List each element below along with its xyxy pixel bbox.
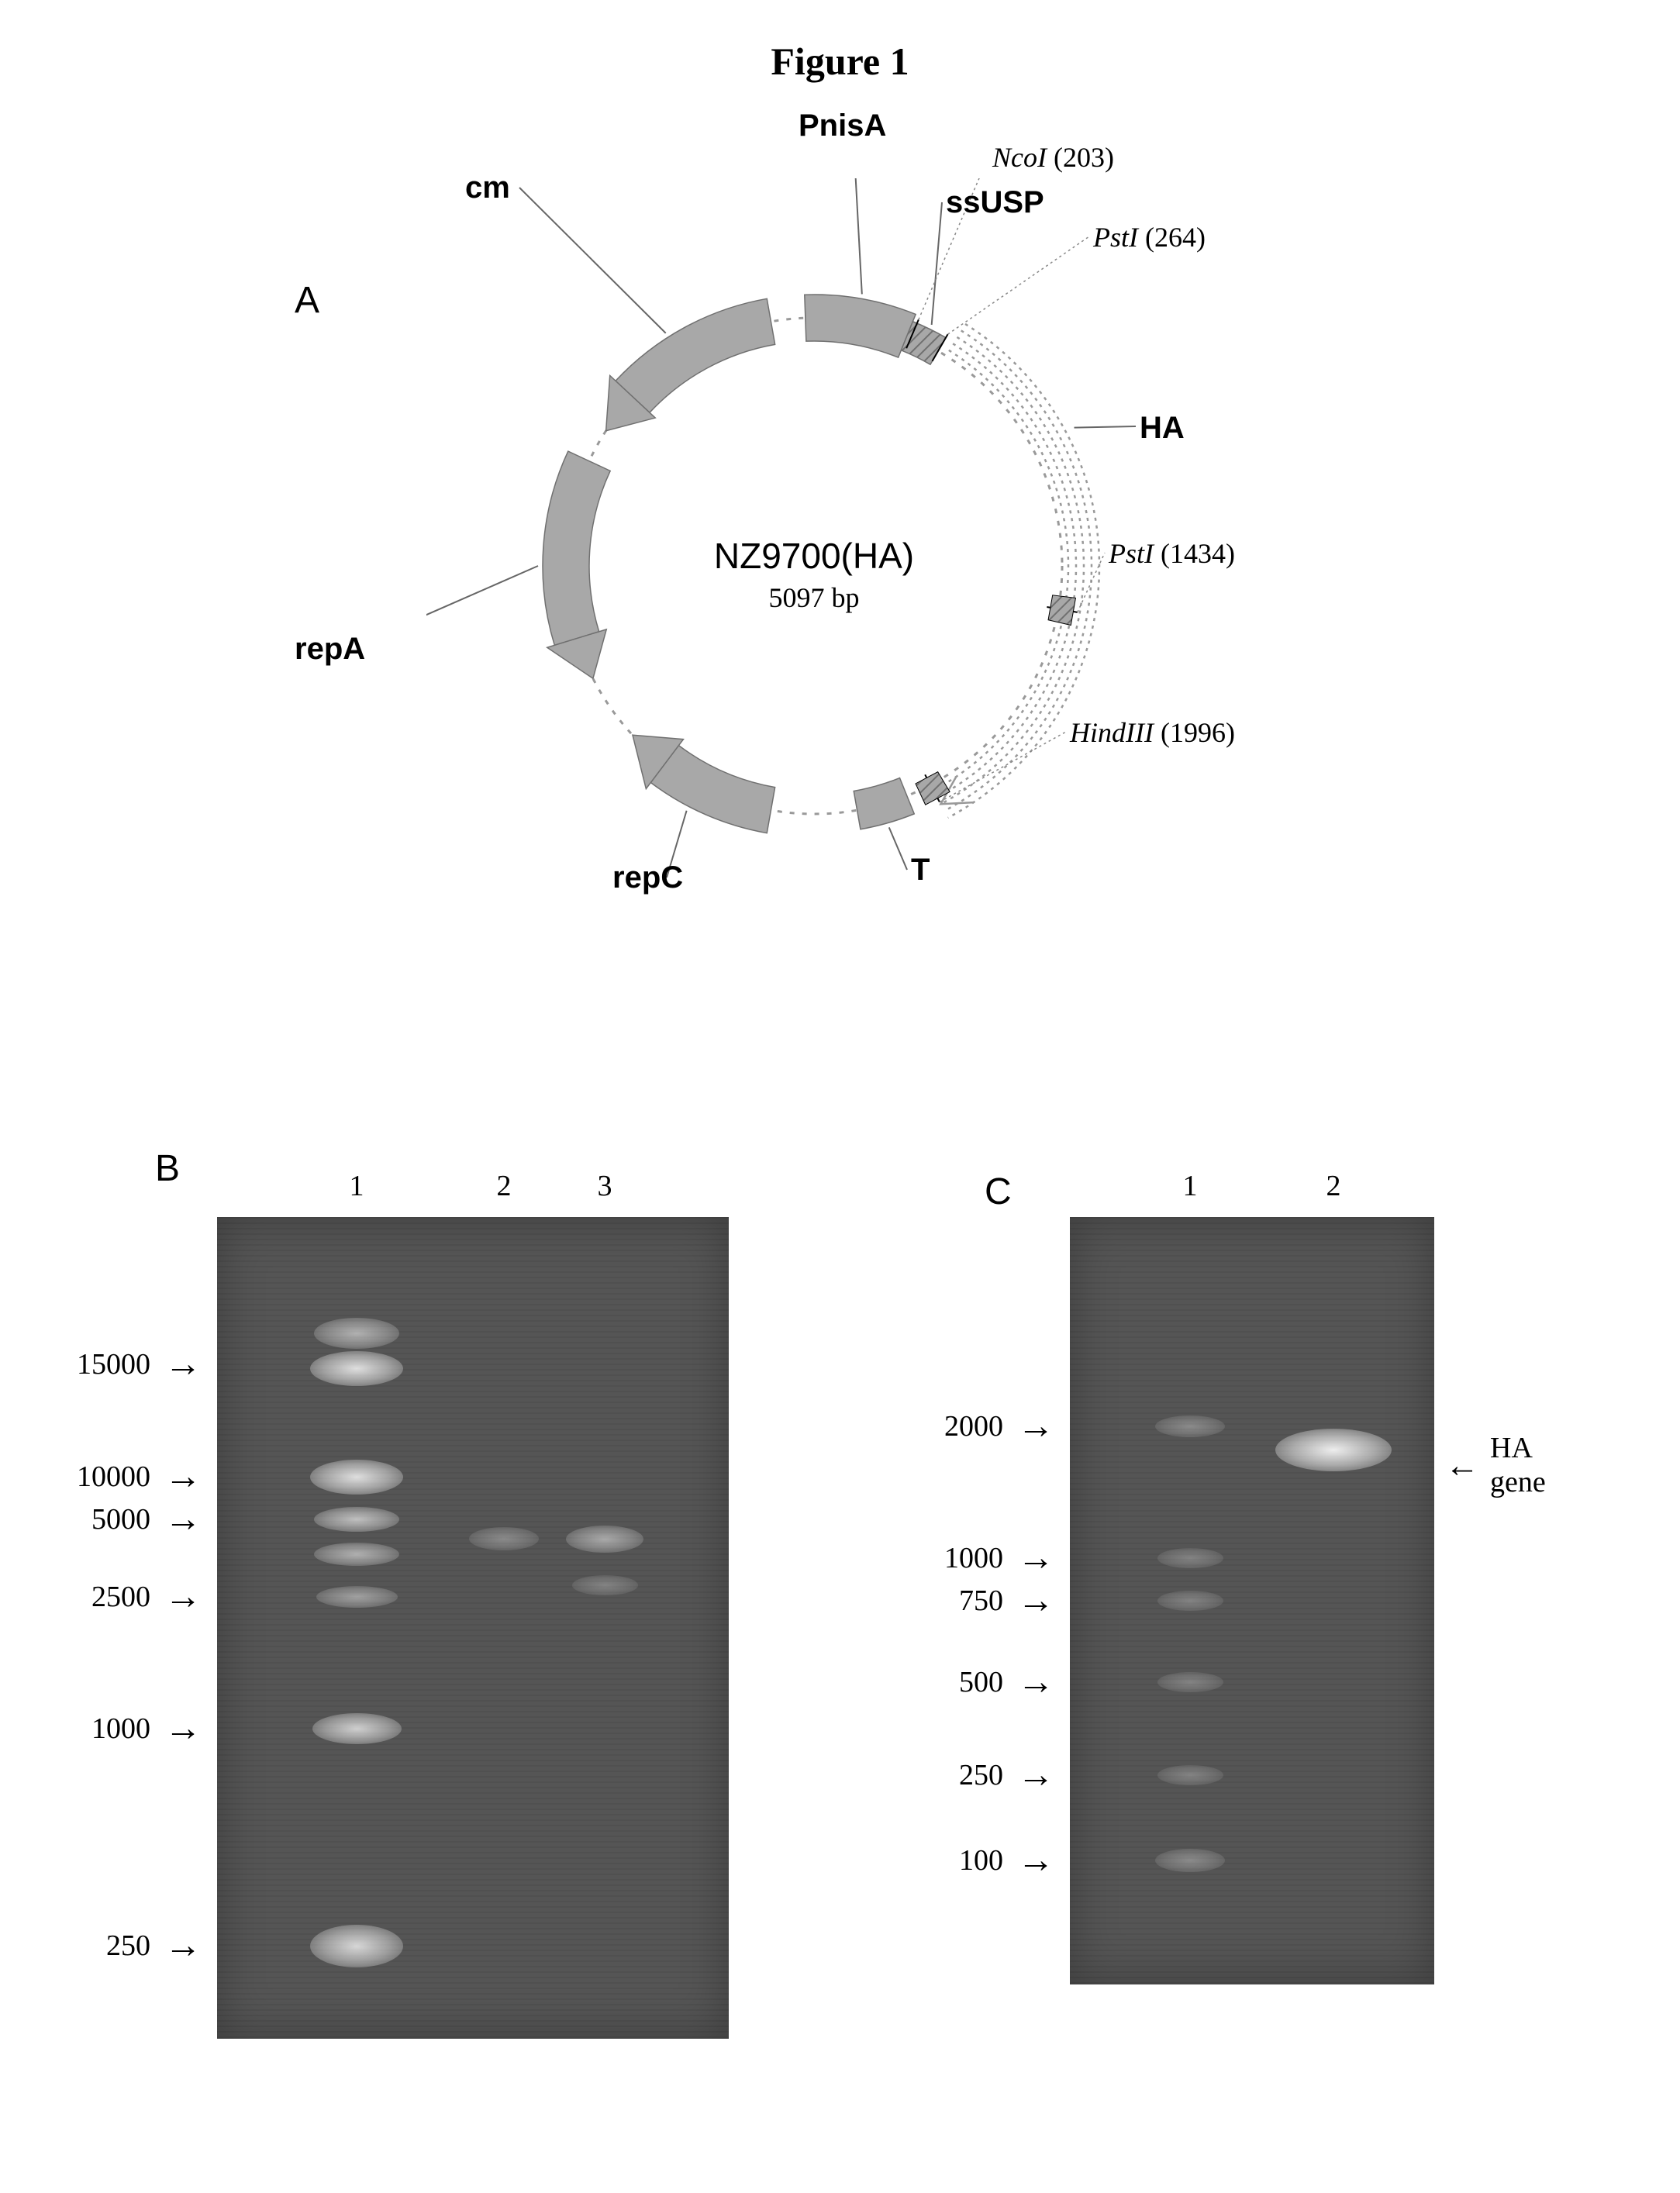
gel-band bbox=[310, 1351, 403, 1386]
molecular-weight-marker: 250→ bbox=[106, 1927, 202, 1964]
panel-a-label: A bbox=[295, 279, 319, 322]
feature-label: T bbox=[911, 853, 930, 888]
gel-band bbox=[1155, 1849, 1225, 1872]
gel-panel-c: 122000→1000→750→500→250→100→←HA gene bbox=[1070, 1217, 1434, 1984]
feature-label: cm bbox=[465, 171, 510, 205]
feature-label: HA bbox=[1140, 411, 1185, 446]
lane-number: 1 bbox=[350, 1169, 364, 1203]
gel-band bbox=[566, 1526, 643, 1553]
gel-band bbox=[1157, 1765, 1223, 1785]
gel-band bbox=[310, 1925, 403, 1967]
arrow-right-icon: → bbox=[1017, 1842, 1054, 1879]
molecular-weight-marker: 2000→ bbox=[944, 1408, 1054, 1445]
gel-panel-b: 12315000→10000→5000→2500→1000→250→ bbox=[217, 1217, 729, 2039]
arrow-right-icon: → bbox=[164, 1501, 202, 1538]
panel-c-label: C bbox=[985, 1171, 1012, 1213]
gel-band bbox=[314, 1543, 399, 1566]
arrow-right-icon: → bbox=[1017, 1664, 1054, 1701]
molecular-weight-marker: 750→ bbox=[959, 1582, 1054, 1619]
molecular-weight-marker: 1000→ bbox=[944, 1540, 1054, 1577]
molecular-weight-marker: 15000→ bbox=[77, 1346, 202, 1383]
gel-image: 122000→1000→750→500→250→100→←HA gene bbox=[1070, 1217, 1434, 1984]
gel-band bbox=[1157, 1548, 1223, 1568]
feature-label: repA bbox=[295, 632, 365, 667]
arrow-right-icon: → bbox=[1017, 1757, 1054, 1794]
restriction-site-label: NcoI (203) bbox=[992, 141, 1114, 174]
molecular-weight-marker: 100→ bbox=[959, 1842, 1054, 1879]
gel-band bbox=[312, 1713, 402, 1744]
lane-number: 2 bbox=[1326, 1169, 1341, 1203]
gel-band bbox=[314, 1318, 399, 1349]
molecular-weight-marker: 5000→ bbox=[91, 1501, 202, 1538]
arrow-right-icon: → bbox=[164, 1578, 202, 1615]
molecular-weight-marker: 10000→ bbox=[77, 1458, 202, 1495]
gel-band bbox=[469, 1527, 539, 1550]
feature-label: repC bbox=[612, 860, 683, 895]
arrow-right-icon: → bbox=[164, 1346, 202, 1383]
restriction-site-label: PstI (1434) bbox=[1109, 537, 1235, 570]
gel-band bbox=[1157, 1591, 1223, 1611]
lane-number: 1 bbox=[1183, 1169, 1198, 1203]
figure-title: Figure 1 bbox=[771, 39, 909, 84]
molecular-weight-marker: 250→ bbox=[959, 1757, 1054, 1794]
arrow-right-icon: → bbox=[164, 1710, 202, 1747]
arrow-right-icon: → bbox=[1017, 1408, 1054, 1445]
gel-band bbox=[1157, 1672, 1223, 1692]
arrow-right-icon: → bbox=[1017, 1540, 1054, 1577]
gel-band bbox=[310, 1460, 403, 1495]
plasmid-name: NZ9700(HA) bbox=[714, 535, 914, 577]
gel-band bbox=[314, 1507, 399, 1532]
gel-band bbox=[1275, 1429, 1392, 1471]
arrow-right-icon: → bbox=[1017, 1582, 1054, 1619]
feature-label: PnisA bbox=[799, 109, 886, 143]
molecular-weight-marker: 1000→ bbox=[91, 1710, 202, 1747]
panel-b-label: B bbox=[155, 1147, 180, 1190]
lane-number: 3 bbox=[598, 1169, 612, 1203]
arrow-right-icon: → bbox=[164, 1927, 202, 1964]
gel-band bbox=[1155, 1415, 1225, 1437]
molecular-weight-marker: 2500→ bbox=[91, 1578, 202, 1615]
plasmid-size: 5097 bp bbox=[769, 581, 860, 614]
arrow-left-icon: ← bbox=[1445, 1446, 1479, 1485]
restriction-site-label: HindIII (1996) bbox=[1070, 716, 1235, 749]
restriction-site-label: PstI (264) bbox=[1093, 221, 1206, 253]
molecular-weight-marker: 500→ bbox=[959, 1664, 1054, 1701]
lane-number: 2 bbox=[497, 1169, 512, 1203]
plasmid-map: NZ9700(HA) 5097 bp PnisAssUSPNcoI (203)P… bbox=[426, 178, 1202, 953]
gel-image: 12315000→10000→5000→2500→1000→250→ bbox=[217, 1217, 729, 2039]
band-label: ←HA gene bbox=[1445, 1431, 1546, 1499]
feature-label: ssUSP bbox=[946, 185, 1044, 220]
gel-band bbox=[316, 1586, 398, 1608]
gel-band bbox=[572, 1575, 638, 1595]
arrow-right-icon: → bbox=[164, 1458, 202, 1495]
